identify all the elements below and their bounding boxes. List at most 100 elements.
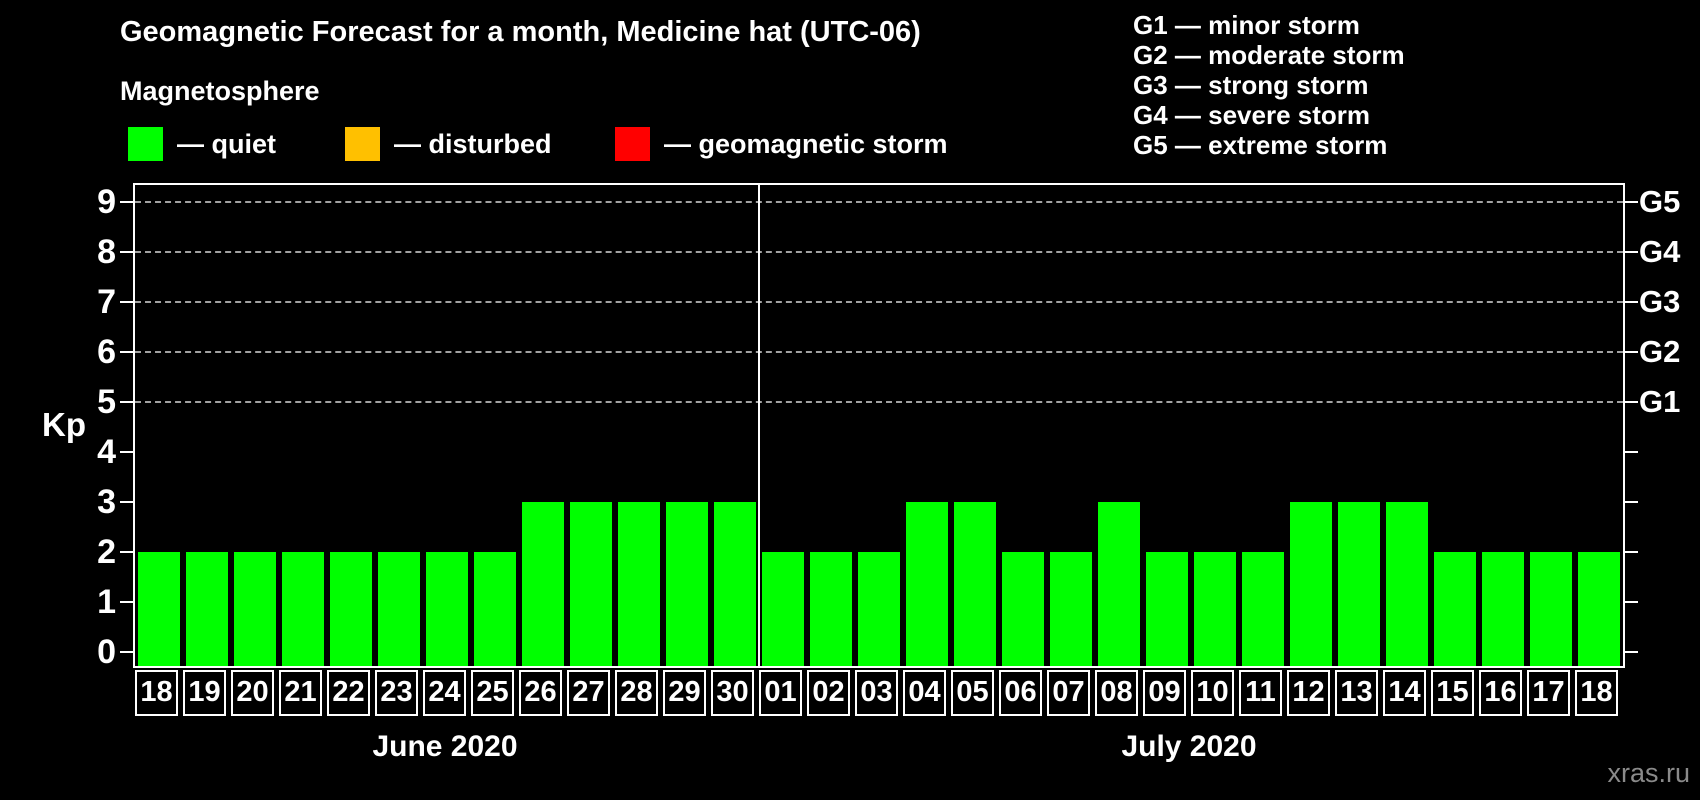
legend-label-storm: — geomagnetic storm xyxy=(664,128,948,159)
kp-bar xyxy=(906,502,948,666)
day-label: 13 xyxy=(1335,670,1378,716)
left-axis-tick xyxy=(120,201,133,203)
legend-label-disturbed: — disturbed xyxy=(394,128,552,159)
kp-bar xyxy=(954,502,996,666)
kp-bar xyxy=(282,552,324,666)
kp-tick-label: 0 xyxy=(97,633,116,671)
day-label: 21 xyxy=(279,670,322,716)
left-axis-tick xyxy=(120,251,133,253)
left-axis-tick xyxy=(120,401,133,403)
kp-axis-label: Kp xyxy=(42,406,86,443)
kp-gridline-g2 xyxy=(135,351,1623,353)
month-separator xyxy=(758,185,760,666)
g-level-label-g5: G5 xyxy=(1639,184,1681,219)
magnetosphere-heading: Magnetosphere xyxy=(120,76,320,106)
day-label: 24 xyxy=(423,670,466,716)
g-scale-item-g5: G5 — extreme storm xyxy=(1133,130,1388,160)
watermark: xras.ru xyxy=(1607,758,1690,788)
right-axis-tick xyxy=(1625,601,1638,603)
g-scale-legend: G1 — minor storm G2 — moderate storm G3 … xyxy=(1133,10,1405,160)
right-axis-tick xyxy=(1625,651,1638,653)
left-axis-tick xyxy=(120,651,133,653)
legend-label-quiet: — quiet xyxy=(177,128,276,159)
kp-bar xyxy=(1578,552,1620,666)
day-label: 08 xyxy=(1095,670,1138,716)
kp-bar xyxy=(1242,552,1284,666)
kp-bar xyxy=(714,502,756,666)
kp-gridline-g1 xyxy=(135,401,1623,403)
kp-bar xyxy=(1386,502,1428,666)
right-axis-tick xyxy=(1625,301,1638,303)
kp-bar xyxy=(1194,552,1236,666)
kp-bar xyxy=(522,502,564,666)
day-axis: 18 19 20 21 22 23 24 25 26 27 28 29 30 01 02 03 04 05 06 07… xyxy=(133,670,1625,716)
right-axis-tick xyxy=(1625,501,1638,503)
kp-bar xyxy=(618,502,660,666)
day-label: 03 xyxy=(855,670,898,716)
month-label: July 2020 xyxy=(1121,730,1257,763)
left-axis-tick xyxy=(120,601,133,603)
kp-gridline-g5 xyxy=(135,201,1623,203)
quiet-color-swatch xyxy=(128,127,163,161)
left-axis-tick xyxy=(120,351,133,353)
day-label: 12 xyxy=(1287,670,1330,716)
legend-item-storm: — geomagnetic storm xyxy=(615,126,948,162)
disturbed-color-swatch xyxy=(345,127,380,161)
kp-bar xyxy=(1290,502,1332,666)
day-label: 01 xyxy=(759,670,802,716)
day-label: 16 xyxy=(1479,670,1522,716)
g-level-label-g1: G1 xyxy=(1639,384,1681,419)
legend-item-disturbed: — disturbed xyxy=(345,126,552,162)
kp-bar xyxy=(138,552,180,666)
day-label: 27 xyxy=(567,670,610,716)
kp-tick-label: 9 xyxy=(97,183,116,221)
kp-bar xyxy=(1434,552,1476,666)
kp-bar xyxy=(1098,502,1140,666)
kp-bar xyxy=(474,552,516,666)
kp-tick-label: 7 xyxy=(97,283,116,321)
g-scale-item-g3: G3 — strong storm xyxy=(1133,70,1369,100)
day-label: 11 xyxy=(1239,670,1282,716)
day-label: 09 xyxy=(1143,670,1186,716)
g-scale-item-g1: G1 — minor storm xyxy=(1133,10,1360,40)
kp-tick-label: 2 xyxy=(97,533,116,571)
right-axis-tick xyxy=(1625,451,1638,453)
kp-bar xyxy=(858,552,900,666)
day-label: 06 xyxy=(999,670,1042,716)
day-label: 28 xyxy=(615,670,658,716)
g-scale-item-g2: G2 — moderate storm xyxy=(1133,40,1405,70)
left-axis-tick xyxy=(120,501,133,503)
legend-item-quiet: — quiet xyxy=(128,126,276,162)
storm-color-swatch xyxy=(615,127,650,161)
day-label: 14 xyxy=(1383,670,1426,716)
kp-tick-label: 6 xyxy=(97,333,116,371)
day-label: 04 xyxy=(903,670,946,716)
left-axis-tick xyxy=(120,451,133,453)
kp-bar xyxy=(186,552,228,666)
day-label: 18 xyxy=(1575,670,1618,716)
kp-bar xyxy=(1050,552,1092,666)
kp-gridline-g4 xyxy=(135,251,1623,253)
g-scale-item-g4: G4 — severe storm xyxy=(1133,100,1371,130)
month-label: June 2020 xyxy=(372,730,518,763)
day-label: 10 xyxy=(1191,670,1234,716)
kp-bar xyxy=(1338,502,1380,666)
kp-bar xyxy=(1530,552,1572,666)
day-label: 20 xyxy=(231,670,274,716)
g-level-label-g4: G4 xyxy=(1639,234,1681,269)
g-level-label-g2: G2 xyxy=(1639,334,1681,369)
chart-title: Geomagnetic Forecast for a month, Medici… xyxy=(120,16,921,48)
day-label: 22 xyxy=(327,670,370,716)
kp-bar xyxy=(234,552,276,666)
right-axis-tick xyxy=(1625,551,1638,553)
kp-tick-label: 1 xyxy=(97,583,116,621)
kp-bar xyxy=(330,552,372,666)
kp-bar xyxy=(426,552,468,666)
right-axis-tick xyxy=(1625,251,1638,253)
day-label: 07 xyxy=(1047,670,1090,716)
kp-tick-label: 3 xyxy=(97,483,116,521)
kp-bar xyxy=(378,552,420,666)
plot-area xyxy=(120,183,1638,668)
kp-bar xyxy=(1002,552,1044,666)
kp-bar xyxy=(762,552,804,666)
